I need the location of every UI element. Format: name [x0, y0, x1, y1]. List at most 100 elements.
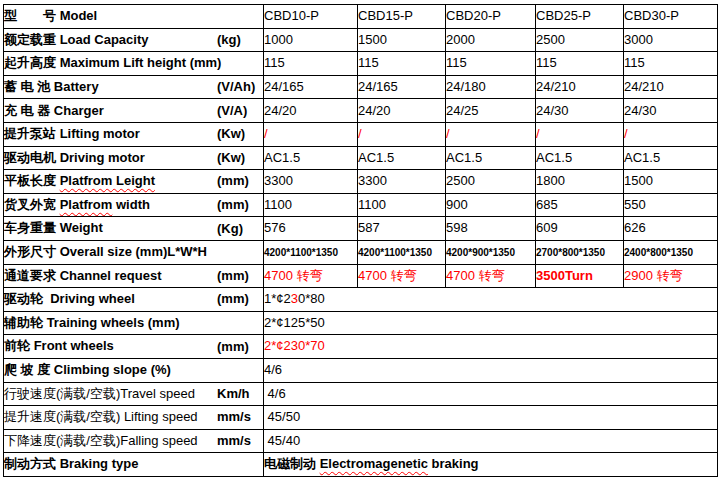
- channel-request-value-5: 2900 转弯: [624, 264, 718, 288]
- row-driving-motor: 驱动电机 Driving motor(Kw)AC1.5AC1.5AC1.5AC1…: [4, 146, 718, 170]
- row-platform-length: 平板长度 Platfrom Leight(mm)3300330025001800…: [4, 170, 718, 194]
- text-segment: 1100: [358, 197, 386, 212]
- max-lift-height-value-2: 115: [358, 52, 446, 76]
- text-segment: 4/6: [264, 362, 282, 377]
- text-segment: 2700*800*1350: [536, 247, 605, 258]
- training-wheels-label: 辅助轮 Training wheels (mm): [4, 311, 264, 335]
- overall-size-value-4: 2700*800*1350: [536, 240, 624, 264]
- text-segment: 2400*800*1350: [624, 247, 693, 258]
- text-segment: 提升泵站: [4, 126, 60, 141]
- spec-table-rows: 型 号 ModelCBD10-PCBD15-PCBD20-PCBD25-PCBD…: [4, 5, 718, 477]
- row-charger: 充 电 器 Charger(V/A)24/2024/2024/2524/3024…: [4, 99, 718, 123]
- text-segment: (mm): [217, 339, 249, 353]
- text-segment: 115: [358, 55, 379, 70]
- row-platform-width: 货叉外宽 Platfrom width(mm)11001100900685550: [4, 193, 718, 217]
- platform-width-value-3: 900: [446, 193, 536, 217]
- weight-value-1: 576: [264, 217, 358, 241]
- text-segment: (V/A): [217, 104, 247, 118]
- text-segment: 24/165: [358, 79, 398, 94]
- text-segment: CBD30-P: [624, 8, 679, 23]
- text-segment: 4200*900*1350: [446, 247, 515, 258]
- text-segment: 2000: [446, 32, 475, 47]
- battery-value-4: 24/210: [536, 75, 624, 99]
- platform-length-value-5: 1500: [624, 170, 718, 194]
- text-segment: 576: [264, 220, 286, 235]
- load-capacity-value-1: 1000: [264, 28, 358, 52]
- platform-length-value-3: 2500: [446, 170, 536, 194]
- text-segment: 充 电 器: [4, 103, 54, 118]
- channel-request-value-3: 4700 转弯: [446, 264, 536, 288]
- document-page: 型 号 ModelCBD10-PCBD15-PCBD20-PCBD25-PCBD…: [0, 0, 720, 484]
- platform-width-value-4: 685: [536, 193, 624, 217]
- text-segment: mm/s: [217, 410, 251, 424]
- text-segment: Braking type: [60, 456, 139, 471]
- battery-value-2: 24/165: [358, 75, 446, 99]
- text-segment: 蓄 电 池: [4, 79, 54, 94]
- text-segment: 24/165: [264, 79, 304, 94]
- text-segment: Model: [60, 8, 98, 23]
- text-segment: 24/25: [446, 103, 479, 118]
- battery-value-5: 24/210: [624, 75, 718, 99]
- text-segment: 598: [446, 220, 468, 235]
- text-segment: 24/180: [446, 79, 486, 94]
- row-training-wheels: 辅助轮 Training wheels (mm)2*¢125*50: [4, 311, 718, 335]
- text-segment: (Kg): [217, 221, 243, 235]
- row-lifting-speed: 提升速度(满载/空载) Lifting speed mm/s 45/50: [4, 406, 718, 430]
- front-wheels-value: 2*¢230*70: [264, 335, 718, 359]
- text-segment: Electromagenetic: [320, 456, 428, 471]
- text-segment: 2900 转弯: [624, 268, 683, 283]
- text-segment: (mm): [217, 198, 249, 212]
- lifting-motor-value-3: /: [446, 122, 536, 146]
- text-segment: 额定载重: [4, 32, 60, 47]
- text-segment: 电磁制动: [264, 456, 320, 471]
- text-segment: 1800: [536, 173, 565, 188]
- text-segment: 货叉外宽: [4, 197, 60, 212]
- driving-wheel-value: 1*¢230*80: [264, 288, 718, 312]
- braking-type-value: 电磁制动 Electromagenetic braking: [264, 453, 718, 477]
- text-segment: /: [358, 126, 362, 141]
- text-segment: mm/s: [217, 434, 251, 448]
- charger-value-4: 24/30: [536, 99, 624, 123]
- text-segment: 4700 转弯: [264, 268, 323, 283]
- text-segment: 115: [536, 55, 557, 70]
- row-model: 型 号 ModelCBD10-PCBD15-PCBD20-PCBD25-PCBD…: [4, 5, 718, 29]
- row-battery: 蓄 电 池 Battery(V/Ah)24/16524/16524/18024/…: [4, 75, 718, 99]
- row-climbing-slope: 爬 坡 度 Climbing slope (%)4/6: [4, 358, 718, 382]
- text-segment: 爬 坡 度: [4, 362, 54, 377]
- max-lift-height-value-1: 115: [264, 52, 358, 76]
- overall-size-value-1: 4200*1100*1350: [264, 240, 358, 264]
- row-load-capacity: 额定载重 Load Capacity(kg)100015002000250030…: [4, 28, 718, 52]
- travel-speed-value: 4/6: [264, 382, 718, 406]
- max-lift-height-label: 起升高度 Maximum Lift height (mm): [4, 52, 264, 76]
- text-segment: Driving wheel: [50, 291, 135, 306]
- text-segment: (mm): [217, 174, 249, 188]
- row-overall-size: 外形尺寸 Overall size (mm)L*W*H4200*1100*135…: [4, 240, 718, 264]
- text-segment: Training wheels (mm): [47, 315, 180, 330]
- text-segment: (mm): [217, 269, 249, 283]
- text-segment: 115: [264, 55, 285, 70]
- text-segment: 609: [536, 220, 558, 235]
- channel-request-value-4: 3500Turn: [536, 264, 624, 288]
- battery-label: 蓄 电 池 Battery(V/Ah): [4, 75, 264, 99]
- text-segment: 4200*1100*1350: [264, 247, 338, 258]
- text-segment: Charger: [54, 103, 104, 118]
- text-segment: 900: [446, 197, 468, 212]
- text-segment: 2*¢230*70: [264, 338, 325, 353]
- front-wheels-label: 前轮 Front wheels(mm): [4, 335, 264, 359]
- text-segment: Km/h: [217, 387, 250, 401]
- weight-value-3: 598: [446, 217, 536, 241]
- text-segment: /: [264, 126, 268, 141]
- weight-label: 车身重量 Weight(Kg): [4, 217, 264, 241]
- text-segment: AC1.5: [536, 150, 572, 165]
- lifting-speed-value: 45/50: [264, 406, 718, 430]
- climbing-slope-value: 4/6: [264, 358, 718, 382]
- text-segment: width: [112, 197, 150, 212]
- text-segment: 3000: [624, 32, 653, 47]
- platform-length-label: 平板长度 Platfrom Leight(mm): [4, 170, 264, 194]
- text-segment: 提升速度(满载/空载) Lifting speed: [4, 409, 198, 424]
- climbing-slope-label: 爬 坡 度 Climbing slope (%): [4, 358, 264, 382]
- max-lift-height-value-5: 115: [624, 52, 718, 76]
- text-segment: Load Capacity: [60, 32, 149, 47]
- text-segment: 下降速度(满载/空载)Falling speed: [4, 433, 198, 448]
- text-segment: 3500Turn: [536, 268, 593, 283]
